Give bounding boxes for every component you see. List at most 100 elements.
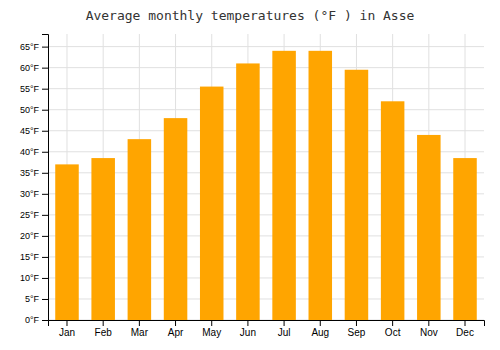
tick: Nov — [420, 320, 438, 338]
tick-label: 55°F — [20, 84, 40, 94]
title: Average monthly temperatures (°F ) in As… — [86, 8, 415, 23]
bar — [236, 63, 260, 320]
bars — [55, 51, 477, 320]
tick: Apr — [168, 320, 184, 338]
grid-line-y — [48, 130, 484, 131]
bar — [309, 51, 333, 320]
x-axis: Jan Feb Mar Apr May Jun Jul Aug Sep Oct Nov Dec — [49, 320, 485, 338]
tick-mark — [211, 320, 212, 326]
tick-mark — [42, 236, 48, 237]
tick: 15°F — [20, 252, 48, 262]
tick-label: Dec — [456, 327, 474, 338]
tick-label: 40°F — [20, 147, 40, 157]
tick: Jan — [59, 320, 75, 338]
tick-label: 10°F — [20, 273, 40, 283]
tick-label: Nov — [420, 327, 438, 338]
tick-label: 30°F — [20, 189, 40, 199]
axis-line — [42, 35, 49, 321]
tick: 25°F — [20, 210, 48, 220]
tick-mark — [356, 320, 357, 326]
tick-label: 65°F — [20, 42, 40, 52]
grid-line-y — [48, 67, 484, 68]
tick-label: Mar — [131, 327, 149, 338]
bar — [345, 70, 369, 320]
grid — [48, 34, 484, 320]
tick-label: Oct — [385, 327, 401, 338]
tick: 35°F — [20, 168, 48, 178]
tick-label: Jul — [278, 327, 291, 338]
tick-mark — [42, 68, 48, 69]
tick-label: 60°F — [20, 63, 40, 73]
tick-mark — [42, 110, 48, 111]
tick-mark — [42, 299, 48, 300]
tick-label: Jun — [240, 327, 256, 338]
y-axis: 0°F 5°F 10°F 15°F 20°F 25°F 30°F 35°F 40°F 45°F 50… — [20, 35, 49, 326]
tick-mark — [42, 173, 48, 174]
tick: Feb — [95, 320, 113, 338]
tick-mark — [42, 47, 48, 48]
chart: Jan Feb Mar Apr May Jun Jul Aug Sep Oct Nov Dec 0°F 5… — [0, 0, 500, 350]
tick: 50°F — [20, 105, 48, 115]
tick: 20°F — [20, 231, 48, 241]
tick-mark — [42, 152, 48, 153]
tick-mark — [42, 131, 48, 132]
bar — [381, 101, 405, 320]
tick-mark — [42, 215, 48, 216]
tick: Jul — [278, 320, 291, 338]
grid-line-y — [48, 46, 484, 47]
tick-label: 5°F — [25, 294, 40, 304]
bar — [55, 164, 79, 320]
tick-mark — [320, 320, 321, 326]
tick: 45°F — [20, 126, 48, 136]
tick: 55°F — [20, 84, 48, 94]
tick: Sep — [348, 320, 366, 338]
grid-line-y — [48, 88, 484, 89]
tick: Dec — [456, 320, 474, 338]
tick-mark — [42, 320, 48, 321]
tick-mark — [392, 320, 393, 326]
tick-label: Apr — [168, 327, 184, 338]
tick-mark — [42, 278, 48, 279]
tick-mark — [42, 89, 48, 90]
axis-line — [49, 321, 485, 327]
tick: 5°F — [25, 294, 48, 304]
bar — [453, 158, 477, 320]
bar — [417, 135, 441, 320]
tick-mark — [103, 320, 104, 326]
tick: May — [202, 320, 221, 338]
tick-label: 50°F — [20, 105, 40, 115]
tick-label: Sep — [348, 327, 366, 338]
tick-label: 15°F — [20, 252, 40, 262]
tick: 10°F — [20, 273, 48, 283]
tick-label: 35°F — [20, 168, 40, 178]
tick: 65°F — [20, 42, 48, 52]
bar — [91, 158, 115, 320]
tick: Oct — [385, 320, 401, 338]
plot: Jan Feb Mar Apr May Jun Jul Aug Sep Oct Nov Dec 0°F 5… — [20, 34, 485, 338]
tick: 0°F — [25, 315, 48, 325]
tick-mark — [247, 320, 248, 326]
tick-mark — [42, 257, 48, 258]
tick-label: 45°F — [20, 126, 40, 136]
bar — [200, 87, 224, 320]
tick-label: May — [202, 327, 221, 338]
tick-mark — [139, 320, 140, 326]
tick-label: 0°F — [25, 315, 40, 325]
tick-label: Jan — [59, 327, 75, 338]
grid-line-y — [48, 109, 484, 110]
tick-label: Feb — [95, 327, 113, 338]
bar — [272, 51, 296, 320]
tick: 40°F — [20, 147, 48, 157]
tick-mark — [465, 320, 466, 326]
tick-label: 20°F — [20, 231, 40, 241]
tick-mark — [284, 320, 285, 326]
bar — [128, 139, 152, 320]
tick-label: 25°F — [20, 210, 40, 220]
tick-mark — [175, 320, 176, 326]
tick-mark — [428, 320, 429, 326]
tick: Jun — [240, 320, 256, 338]
tick-mark — [66, 320, 67, 326]
tick-label: Aug — [311, 327, 329, 338]
tick: 60°F — [20, 63, 48, 73]
tick: 30°F — [20, 189, 48, 199]
